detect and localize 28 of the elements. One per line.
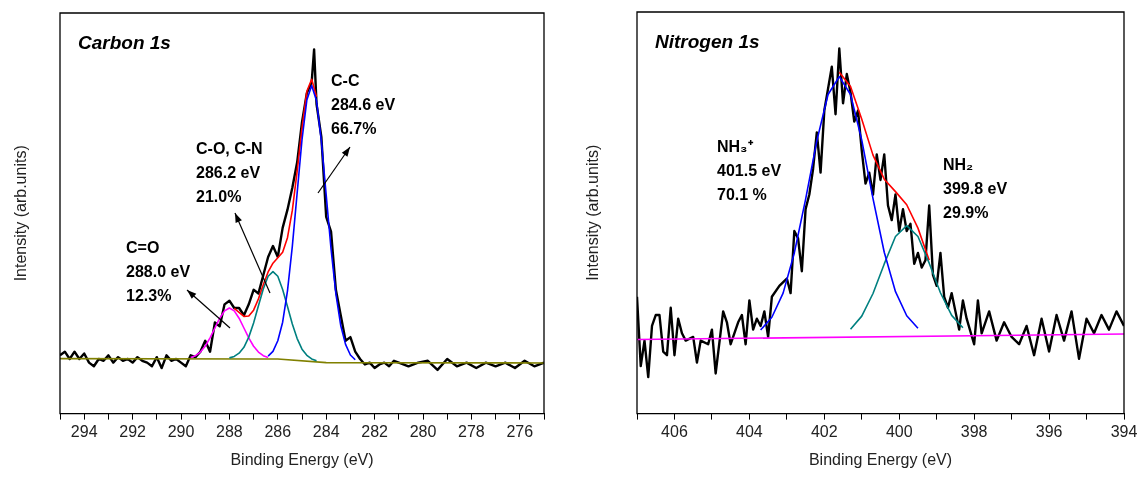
x-tick-label: 400 xyxy=(885,422,913,440)
chart-title: Carbon 1s xyxy=(78,32,171,54)
x-tick-label: 294 xyxy=(70,422,98,440)
x-tick-label: 278 xyxy=(458,422,485,440)
x-tick-label: 284 xyxy=(312,422,340,440)
x-axis-title: Binding Energy (eV) xyxy=(230,450,374,468)
x-tick-label: 404 xyxy=(736,422,763,440)
x-tick-label: 276 xyxy=(506,422,534,440)
annotation: NH₂ 399.8 eV 29.9% xyxy=(943,156,1008,222)
x-tick-label: 292 xyxy=(119,422,147,440)
y-axis-title: Intensity (arb.units) xyxy=(584,144,602,281)
x-tick-label: 280 xyxy=(409,422,437,440)
y-axis-title: Intensity (arb.units) xyxy=(12,145,30,282)
annotation: C-C 284.6 eV 66.7% xyxy=(331,72,396,138)
annotation: C=O 288.0 eV 12.3% xyxy=(126,239,191,305)
x-tick-label: 286 xyxy=(264,422,292,440)
x-tick-label: 396 xyxy=(1035,422,1063,440)
x-tick-label: 402 xyxy=(810,422,838,440)
chart-title: Nitrogen 1s xyxy=(655,31,760,53)
x-tick-label: 290 xyxy=(167,422,195,440)
x-axis-title: Binding Energy (eV) xyxy=(808,450,953,468)
annotation: NH₃⁺ 401.5 eV 70.1 % xyxy=(717,138,782,204)
x-tick-label: 406 xyxy=(661,422,688,440)
x-tick-label: 398 xyxy=(960,422,988,440)
x-tick-label: 282 xyxy=(361,422,389,440)
annotation: C-O, C-N 286.2 eV 21.0% xyxy=(196,140,263,206)
x-tick-label: 288 xyxy=(216,422,243,440)
x-tick-label: 394 xyxy=(1110,422,1138,440)
